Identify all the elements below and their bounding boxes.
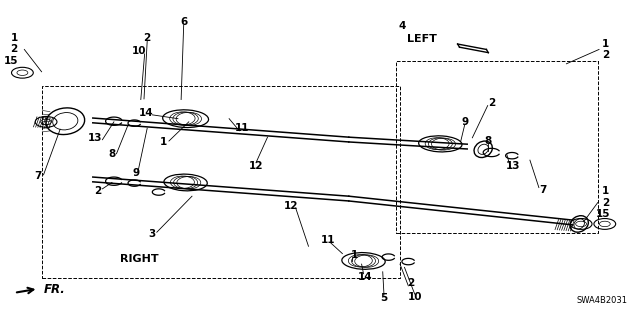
Text: 1: 1 bbox=[159, 137, 167, 147]
Text: 7: 7 bbox=[35, 171, 42, 181]
Text: 1: 1 bbox=[602, 39, 609, 49]
Text: RIGHT: RIGHT bbox=[120, 254, 159, 264]
Text: 15: 15 bbox=[596, 209, 610, 219]
Text: 4: 4 bbox=[398, 21, 406, 31]
Text: 14: 14 bbox=[139, 108, 153, 118]
Text: 13: 13 bbox=[88, 133, 102, 143]
Text: 2: 2 bbox=[602, 197, 609, 208]
Text: LEFT: LEFT bbox=[408, 34, 437, 44]
Text: 8: 8 bbox=[108, 149, 116, 159]
Text: 3: 3 bbox=[148, 229, 156, 240]
Text: 2: 2 bbox=[10, 44, 18, 55]
Text: 1: 1 bbox=[351, 250, 358, 260]
Text: 12: 12 bbox=[249, 161, 263, 171]
Text: 11: 11 bbox=[321, 235, 335, 245]
Text: FR.: FR. bbox=[44, 283, 65, 296]
Text: 13: 13 bbox=[506, 161, 520, 171]
Text: SWA4B2031: SWA4B2031 bbox=[576, 296, 627, 305]
Text: 2: 2 bbox=[602, 50, 609, 60]
Text: 9: 9 bbox=[132, 168, 140, 178]
Text: 10: 10 bbox=[408, 292, 422, 302]
Text: 12: 12 bbox=[284, 201, 298, 211]
Text: 11: 11 bbox=[235, 123, 249, 133]
Text: 5: 5 bbox=[380, 293, 388, 303]
Text: 6: 6 bbox=[180, 17, 188, 27]
Text: 9: 9 bbox=[461, 117, 468, 127]
Text: 2: 2 bbox=[93, 186, 101, 196]
Text: 1: 1 bbox=[10, 33, 18, 43]
Text: 2: 2 bbox=[407, 278, 415, 288]
Text: 1: 1 bbox=[602, 186, 609, 197]
Text: 8: 8 bbox=[484, 136, 492, 146]
Text: 15: 15 bbox=[4, 56, 19, 66]
Text: 10: 10 bbox=[132, 46, 147, 56]
Text: 7: 7 bbox=[539, 185, 547, 195]
Text: 14: 14 bbox=[358, 272, 372, 282]
Text: 2: 2 bbox=[143, 33, 151, 43]
Text: 2: 2 bbox=[488, 98, 495, 108]
